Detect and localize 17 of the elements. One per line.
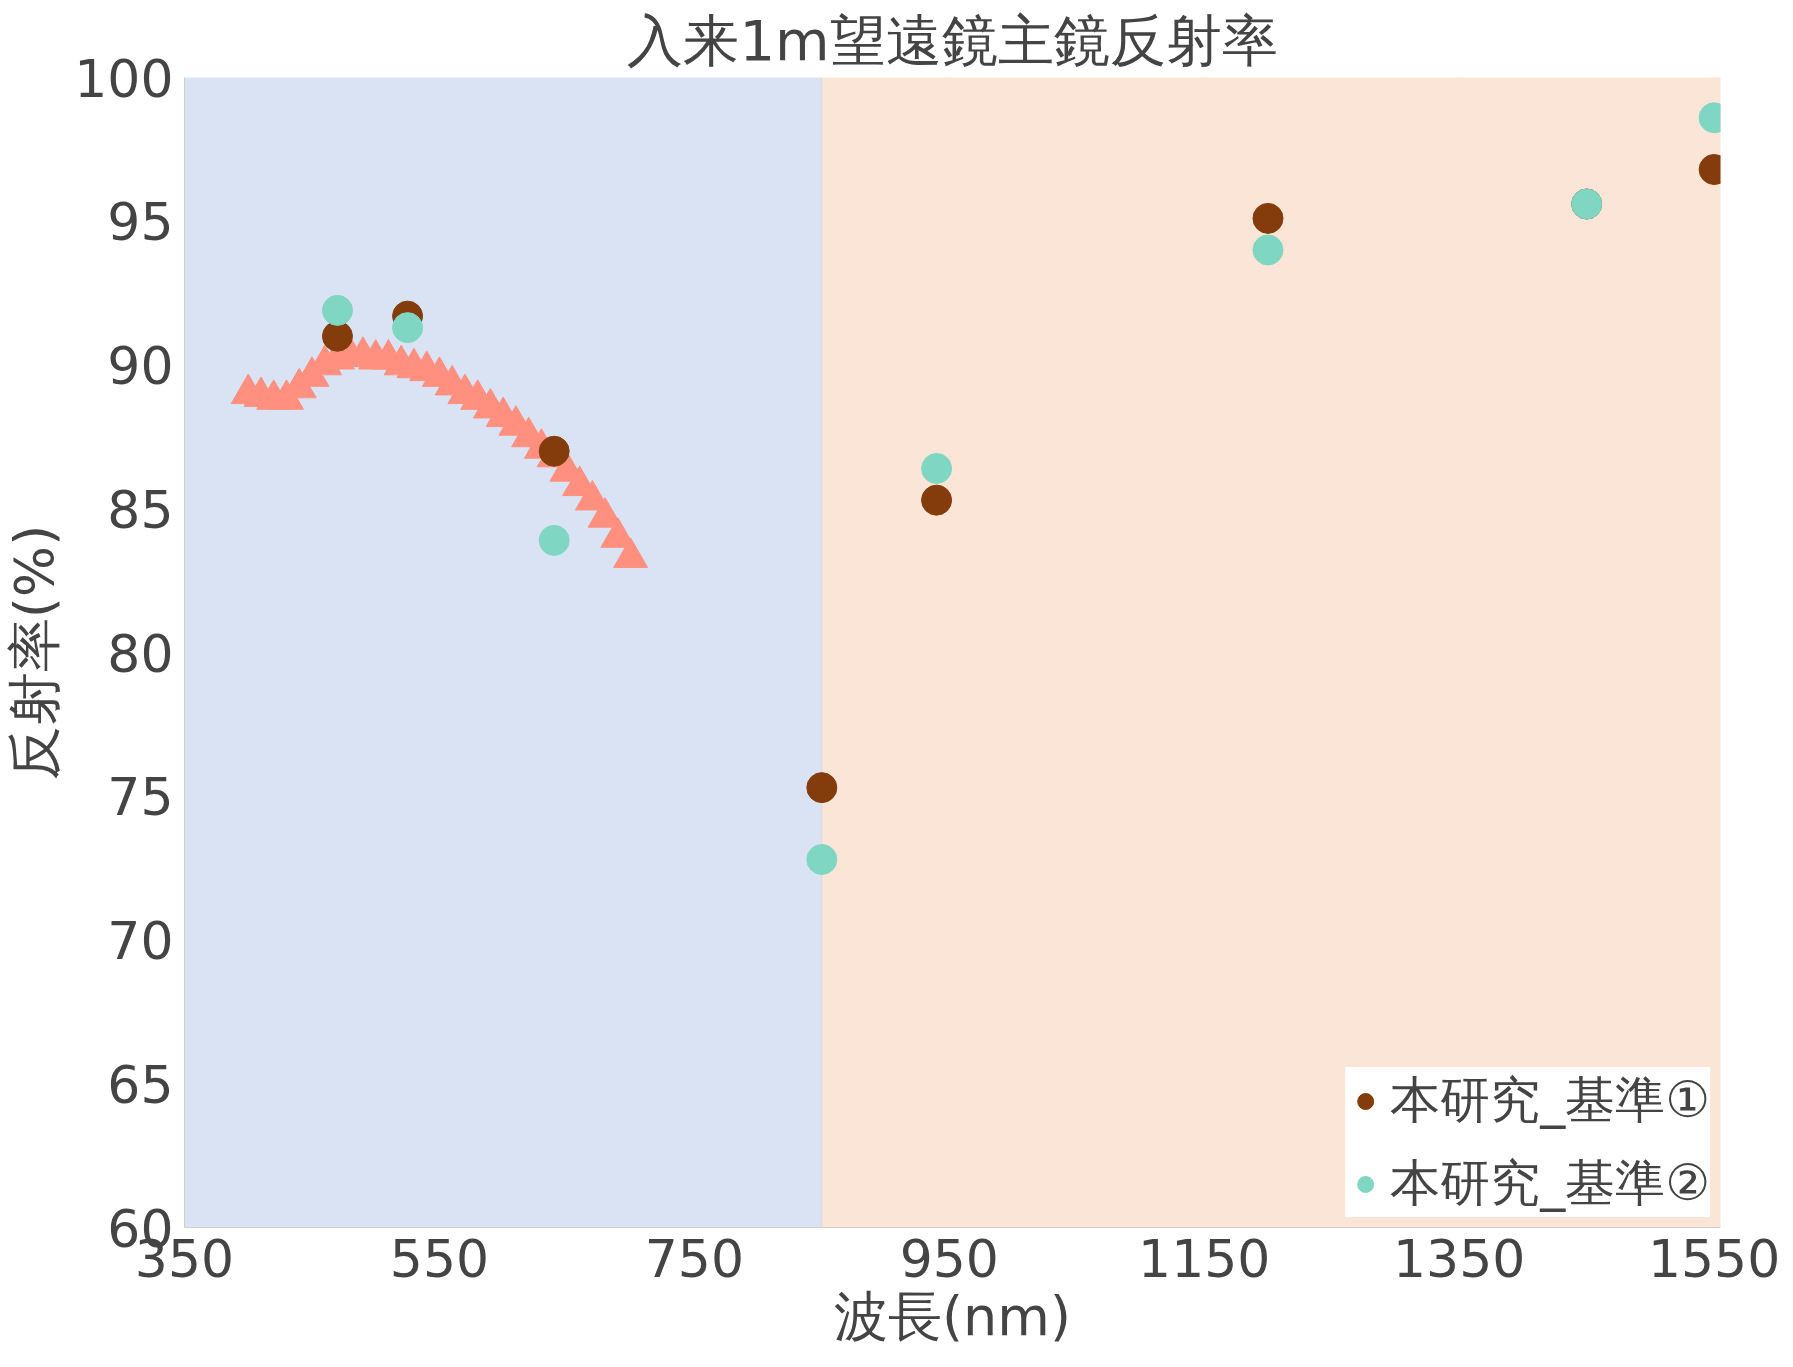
y-axis-title: 反射率(%) [3, 524, 67, 781]
y-tick-label: 95 [107, 192, 174, 253]
x-tick-label: 1150 [1138, 1228, 1271, 1289]
chart-title: 入来1m望遠鏡主鏡反射率 [627, 7, 1278, 73]
y-tick-label: 80 [107, 623, 174, 684]
y-tick-label: 65 [107, 1054, 174, 1115]
x-tick-label: 750 [644, 1228, 745, 1289]
y-tick-label: 90 [107, 336, 174, 396]
y-tick-label: 100 [74, 48, 174, 109]
x-tick-label: 550 [389, 1228, 490, 1289]
y-tick-label: 70 [107, 911, 174, 971]
y-tick-label: 75 [107, 767, 174, 828]
x-tick-label: 1350 [1393, 1228, 1526, 1289]
x-tick-label: 1550 [1647, 1228, 1781, 1289]
y-tick-label: 85 [107, 479, 174, 540]
legend-label: 本研究_基準② [1390, 1153, 1710, 1214]
legend-label: 本研究_基準① [1390, 1070, 1710, 1131]
